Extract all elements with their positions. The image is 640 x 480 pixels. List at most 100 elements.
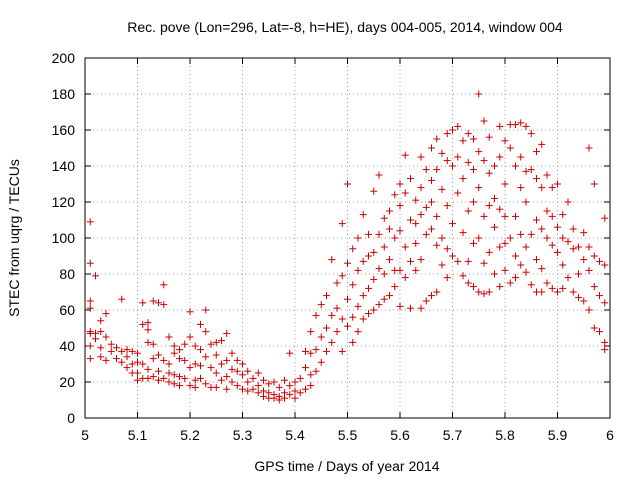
data-point xyxy=(522,198,530,206)
data-point xyxy=(512,121,519,129)
data-point xyxy=(354,328,362,336)
data-point xyxy=(181,374,189,382)
data-point xyxy=(113,355,120,363)
data-point xyxy=(428,225,435,233)
data-point xyxy=(170,342,178,350)
data-point xyxy=(160,301,168,309)
data-point xyxy=(548,241,556,249)
data-point xyxy=(202,353,210,361)
data-point xyxy=(433,135,441,143)
data-point xyxy=(575,293,582,301)
data-point xyxy=(291,394,299,402)
data-point xyxy=(422,203,430,211)
data-point xyxy=(233,356,241,364)
data-point xyxy=(464,257,472,265)
data-point xyxy=(323,347,330,355)
data-point xyxy=(569,245,577,253)
data-point xyxy=(260,392,267,400)
data-point xyxy=(186,333,194,341)
data-point xyxy=(412,220,420,228)
data-point xyxy=(443,245,451,253)
data-point xyxy=(86,218,94,226)
data-point xyxy=(428,176,435,184)
data-point xyxy=(422,166,430,174)
data-point xyxy=(118,347,126,355)
data-point xyxy=(501,137,509,145)
data-point xyxy=(270,378,278,386)
data-point xyxy=(118,358,126,366)
data-point xyxy=(365,284,372,292)
data-point xyxy=(543,279,551,287)
data-point xyxy=(333,279,341,287)
data-point xyxy=(554,248,561,256)
y-tick-label: 80 xyxy=(59,266,75,282)
data-point xyxy=(155,351,162,359)
data-point xyxy=(197,320,204,328)
data-points xyxy=(86,90,609,404)
data-point xyxy=(86,259,94,267)
data-point xyxy=(254,389,262,397)
data-point xyxy=(92,335,99,343)
y-tick-label: 200 xyxy=(52,50,76,66)
data-point xyxy=(176,346,183,354)
data-point xyxy=(407,216,414,224)
data-point xyxy=(265,380,273,388)
data-point xyxy=(170,380,178,388)
data-point xyxy=(144,319,152,327)
data-point xyxy=(538,265,546,273)
data-point xyxy=(522,167,530,175)
data-point xyxy=(197,374,204,382)
data-point xyxy=(585,144,593,152)
data-point xyxy=(496,205,504,213)
y-tick-label: 40 xyxy=(59,338,75,354)
data-point xyxy=(176,373,183,381)
data-point xyxy=(554,288,561,296)
data-point xyxy=(323,324,330,332)
data-point xyxy=(302,347,309,355)
data-point xyxy=(559,211,567,219)
data-point xyxy=(590,252,598,260)
data-point xyxy=(522,243,530,251)
data-point xyxy=(454,153,462,161)
data-point xyxy=(218,337,225,345)
y-tick-label: 0 xyxy=(67,410,75,426)
data-point xyxy=(349,281,357,289)
data-point xyxy=(354,266,362,274)
data-point xyxy=(275,396,283,404)
data-point xyxy=(144,338,152,346)
data-point xyxy=(601,338,609,346)
data-point xyxy=(144,365,152,373)
data-point xyxy=(496,122,504,130)
data-point xyxy=(407,175,414,183)
y-tick-label: 140 xyxy=(52,158,76,174)
data-point xyxy=(370,187,378,195)
data-point xyxy=(134,349,141,357)
data-point xyxy=(317,333,325,341)
data-point xyxy=(176,355,183,363)
data-point xyxy=(155,367,162,375)
data-point xyxy=(590,324,598,332)
data-point xyxy=(349,313,357,321)
data-point xyxy=(438,261,446,269)
data-point xyxy=(443,202,451,210)
data-point xyxy=(149,297,157,305)
data-point xyxy=(533,256,540,264)
data-point xyxy=(165,369,173,377)
data-point xyxy=(254,369,262,377)
data-point xyxy=(438,234,446,242)
data-point xyxy=(186,308,194,316)
data-point xyxy=(186,382,194,390)
data-point xyxy=(496,243,504,251)
data-point xyxy=(181,356,189,364)
data-point xyxy=(580,229,588,237)
data-point xyxy=(538,184,546,192)
y-tick-label: 100 xyxy=(52,230,76,246)
data-point xyxy=(480,117,488,125)
data-point xyxy=(349,338,357,346)
data-point xyxy=(260,376,267,384)
data-point xyxy=(590,180,598,188)
data-point xyxy=(228,349,236,357)
x-tick-label: 5.9 xyxy=(548,427,568,443)
data-point xyxy=(165,360,173,368)
data-point xyxy=(312,367,320,375)
